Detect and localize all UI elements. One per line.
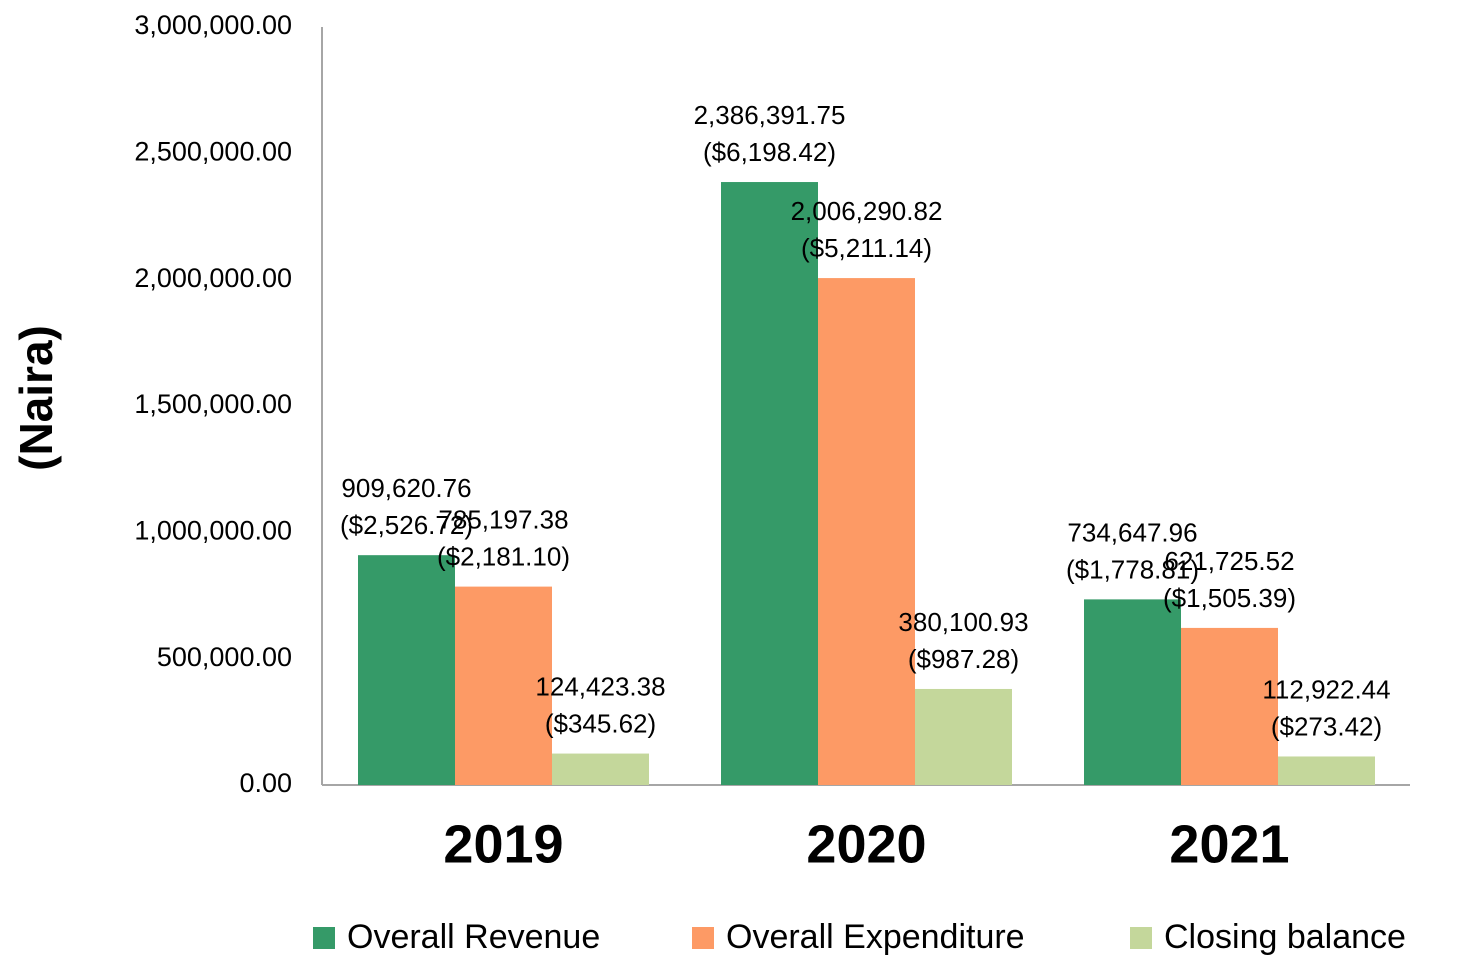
legend-label: Overall Revenue xyxy=(347,918,600,956)
legend-label: Overall Expenditure xyxy=(726,918,1025,956)
data-label-usd: ($2,181.10) xyxy=(437,541,570,571)
bar xyxy=(1181,627,1278,785)
data-label: 112,922.44 xyxy=(1262,674,1390,704)
data-label-usd: ($2,526.72) xyxy=(340,510,473,540)
y-tick-label: 500,000.00 xyxy=(157,642,292,672)
x-tick-label: 2019 xyxy=(443,814,563,874)
y-axis-title: (Naira) xyxy=(10,325,62,471)
legend-swatch xyxy=(313,927,335,949)
y-tick-label: 1,000,000.00 xyxy=(134,515,292,545)
data-label: 734,647.96 xyxy=(1067,517,1197,547)
data-label: 909,620.76 xyxy=(341,473,471,503)
legend-label: Closing balance xyxy=(1164,918,1406,956)
bar xyxy=(915,688,1012,785)
data-label-usd: ($345.62) xyxy=(545,708,656,738)
bar xyxy=(358,555,455,785)
data-label: 380,100.93 xyxy=(898,607,1028,637)
y-tick-label: 0.00 xyxy=(239,768,292,798)
y-tick-label: 1,500,000.00 xyxy=(134,389,292,419)
bar xyxy=(455,586,552,785)
bar xyxy=(552,753,649,785)
y-tick-label: 2,500,000.00 xyxy=(134,136,292,166)
data-label-usd: ($1,505.39) xyxy=(1163,583,1296,613)
bar xyxy=(721,182,818,786)
data-label: 785,197.38 xyxy=(438,504,568,534)
data-label: 124,423.38 xyxy=(535,671,665,701)
bar xyxy=(818,278,915,785)
data-label-usd: ($5,211.14) xyxy=(801,233,932,263)
data-label-usd: ($1,778.81) xyxy=(1066,554,1199,584)
bar xyxy=(1278,756,1375,785)
data-label-usd: ($987.28) xyxy=(908,644,1019,674)
legend-swatch xyxy=(1130,927,1152,949)
x-tick-label: 2021 xyxy=(1169,814,1289,874)
data-label: 621,725.52 xyxy=(1164,546,1294,576)
legend-swatch xyxy=(692,927,714,949)
y-tick-label: 2,000,000.00 xyxy=(134,263,292,293)
x-tick-label: 2020 xyxy=(806,814,926,874)
data-label-usd: ($273.42) xyxy=(1271,711,1382,741)
data-label-usd: ($6,198.42) xyxy=(703,137,836,167)
data-label: 2,006,290.82 xyxy=(791,196,943,226)
y-tick-label: 3,000,000.00 xyxy=(134,10,292,40)
bar xyxy=(1084,599,1181,785)
data-label: 2,386,391.75 xyxy=(694,100,846,130)
